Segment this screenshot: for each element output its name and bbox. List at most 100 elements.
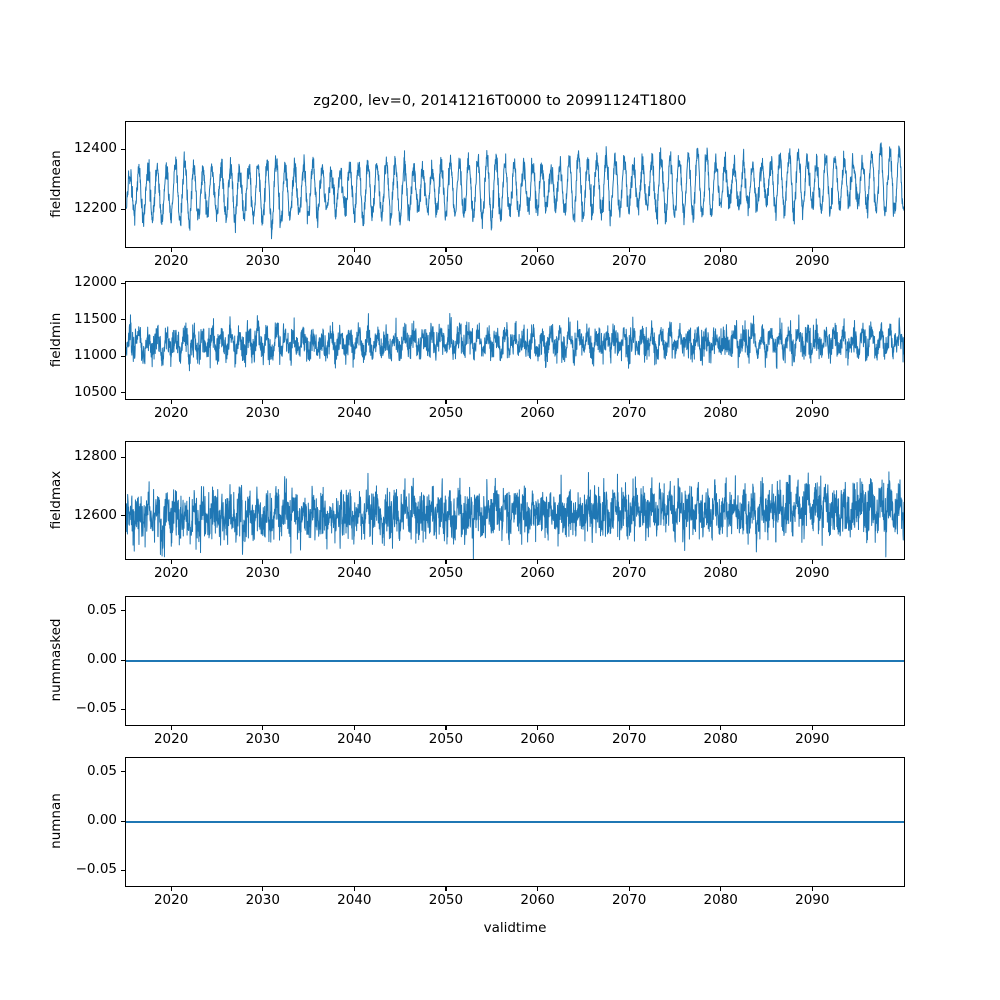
xtick-label-nummasked-4: 2060 xyxy=(520,731,555,747)
ytick-label-nummasked-1: 0.00 xyxy=(86,651,117,667)
xtick-mark-fieldmax-4 xyxy=(537,560,539,564)
xtick-label-fieldmax-1: 2030 xyxy=(245,565,280,581)
xtick-mark-nummasked-6 xyxy=(720,726,722,730)
ytick-label-nummasked-2: 0.05 xyxy=(86,601,117,618)
xtick-label-numnan-2: 2040 xyxy=(337,892,372,908)
ytick-label-numnan-1: 0.00 xyxy=(86,812,117,828)
xtick-mark-numnan-2 xyxy=(353,887,355,891)
plot-area-numnan xyxy=(126,821,904,823)
xtick-mark-fieldmean-3 xyxy=(445,248,447,252)
xtick-mark-numnan-4 xyxy=(537,887,539,891)
xtick-mark-fieldmax-7 xyxy=(811,560,813,564)
plot-area-fieldmin xyxy=(126,313,904,372)
xtick-mark-numnan-6 xyxy=(720,887,722,891)
ytick-mark-fieldmin-2 xyxy=(121,319,125,321)
xtick-label-fieldmax-0: 2020 xyxy=(153,565,189,581)
x-axis-label: validtime xyxy=(483,920,547,936)
xtick-label-fieldmax-4: 2060 xyxy=(520,565,555,581)
xtick-label-numnan-7: 2090 xyxy=(795,892,830,908)
axes-fieldmin xyxy=(125,281,905,400)
xtick-mark-nummasked-7 xyxy=(811,726,813,730)
xtick-mark-fieldmin-5 xyxy=(628,400,630,404)
axes-nummasked-ylabel: nummasked xyxy=(48,618,64,702)
ytick-mark-fieldmax-0 xyxy=(121,515,125,517)
xtick-mark-nummasked-2 xyxy=(353,726,355,730)
ytick-label-fieldmin-1: 11000 xyxy=(74,347,117,364)
xtick-label-fieldmean-4: 2060 xyxy=(520,253,555,269)
xtick-label-nummasked-6: 2080 xyxy=(703,731,738,747)
xtick-label-fieldmin-5: 2070 xyxy=(611,405,647,421)
ytick-label-numnan-2: 0.05 xyxy=(86,762,117,779)
xtick-label-fieldmean-1: 2030 xyxy=(245,253,280,269)
ytick-mark-fieldmean-1 xyxy=(121,148,125,151)
ytick-label-fieldmin-2: 11500 xyxy=(74,310,117,327)
xtick-label-fieldmax-2: 2040 xyxy=(337,565,372,581)
xtick-mark-fieldmax-0 xyxy=(170,560,172,564)
xtick-mark-fieldmin-7 xyxy=(811,400,813,404)
xtick-label-numnan-1: 2030 xyxy=(245,892,280,908)
xtick-mark-fieldmean-2 xyxy=(353,248,355,252)
xtick-label-fieldmean-0: 2020 xyxy=(153,253,189,269)
ytick-mark-numnan-2 xyxy=(121,771,125,773)
xtick-label-fieldmean-3: 2050 xyxy=(428,253,464,269)
xtick-label-fieldmin-7: 2090 xyxy=(795,405,830,421)
ytick-label-numnan-0: −0.05 xyxy=(75,861,117,878)
xtick-mark-nummasked-0 xyxy=(170,726,172,730)
xtick-mark-fieldmax-2 xyxy=(353,560,355,564)
xtick-label-fieldmax-5: 2070 xyxy=(611,565,647,581)
series-line-fieldmin xyxy=(126,313,904,372)
xtick-mark-numnan-0 xyxy=(170,887,172,891)
xtick-label-numnan-0: 2020 xyxy=(153,892,189,908)
plot-area-fieldmax xyxy=(126,471,904,559)
ytick-label-fieldmean-0: 12200 xyxy=(74,200,117,217)
xtick-label-nummasked-7: 2090 xyxy=(795,731,830,747)
xtick-label-numnan-5: 2070 xyxy=(611,892,647,908)
xtick-mark-fieldmin-1 xyxy=(262,400,264,404)
axes-fieldmean-ylabel: fieldmean xyxy=(48,149,64,218)
xtick-label-fieldmax-3: 2050 xyxy=(428,565,464,581)
xtick-mark-fieldmean-6 xyxy=(720,248,722,252)
xtick-mark-nummasked-5 xyxy=(628,726,630,730)
ytick-mark-nummasked-1 xyxy=(121,659,125,661)
ytick-label-fieldmean-1: 12400 xyxy=(74,140,117,157)
xtick-label-fieldmin-0: 2020 xyxy=(153,405,189,421)
xtick-mark-fieldmin-4 xyxy=(537,400,539,404)
xtick-label-numnan-4: 2060 xyxy=(520,892,555,908)
xtick-mark-fieldmean-5 xyxy=(628,248,630,252)
axes-fieldmin-ylabel: fieldmin xyxy=(48,312,64,367)
ytick-label-fieldmin-3: 12000 xyxy=(74,274,117,291)
xtick-label-fieldmean-2: 2040 xyxy=(337,253,372,269)
ytick-label-fieldmax-0: 12600 xyxy=(74,506,117,523)
plot-area-fieldmean xyxy=(126,142,904,240)
xtick-label-fieldmean-7: 2090 xyxy=(795,253,830,269)
ytick-label-nummasked-0: −0.05 xyxy=(75,700,117,717)
axes-fieldmax-ylabel: fieldmax xyxy=(48,470,64,529)
plot-area-nummasked xyxy=(126,660,904,662)
xtick-label-nummasked-0: 2020 xyxy=(153,731,189,747)
xtick-label-nummasked-2: 2040 xyxy=(337,731,372,747)
xtick-mark-fieldmin-0 xyxy=(170,400,172,404)
xtick-mark-numnan-3 xyxy=(445,887,447,891)
ytick-mark-numnan-1 xyxy=(121,820,125,822)
xtick-mark-fieldmax-6 xyxy=(720,560,722,564)
xtick-label-nummasked-1: 2030 xyxy=(245,731,280,747)
xtick-label-fieldmin-2: 2040 xyxy=(337,405,372,421)
xtick-mark-fieldmax-3 xyxy=(445,560,447,564)
axes-numnan xyxy=(125,757,905,887)
ytick-label-fieldmax-1: 12800 xyxy=(74,448,117,465)
xtick-label-nummasked-5: 2070 xyxy=(611,731,647,747)
xtick-label-fieldmean-6: 2080 xyxy=(703,253,738,269)
ytick-mark-fieldmean-0 xyxy=(121,208,125,211)
xtick-mark-fieldmean-0 xyxy=(170,248,172,252)
ytick-mark-fieldmax-1 xyxy=(121,456,125,458)
xtick-label-numnan-3: 2050 xyxy=(428,892,464,908)
xtick-mark-numnan-7 xyxy=(811,887,813,891)
axes-numnan-ylabel: numnan xyxy=(48,793,64,849)
ytick-mark-fieldmin-3 xyxy=(121,282,125,284)
xtick-mark-fieldmax-5 xyxy=(628,560,630,564)
ytick-mark-numnan-0 xyxy=(121,869,125,871)
xtick-label-fieldmin-3: 2050 xyxy=(428,405,464,421)
xtick-mark-fieldmin-6 xyxy=(720,400,722,404)
xtick-label-fieldmin-6: 2080 xyxy=(703,405,738,421)
